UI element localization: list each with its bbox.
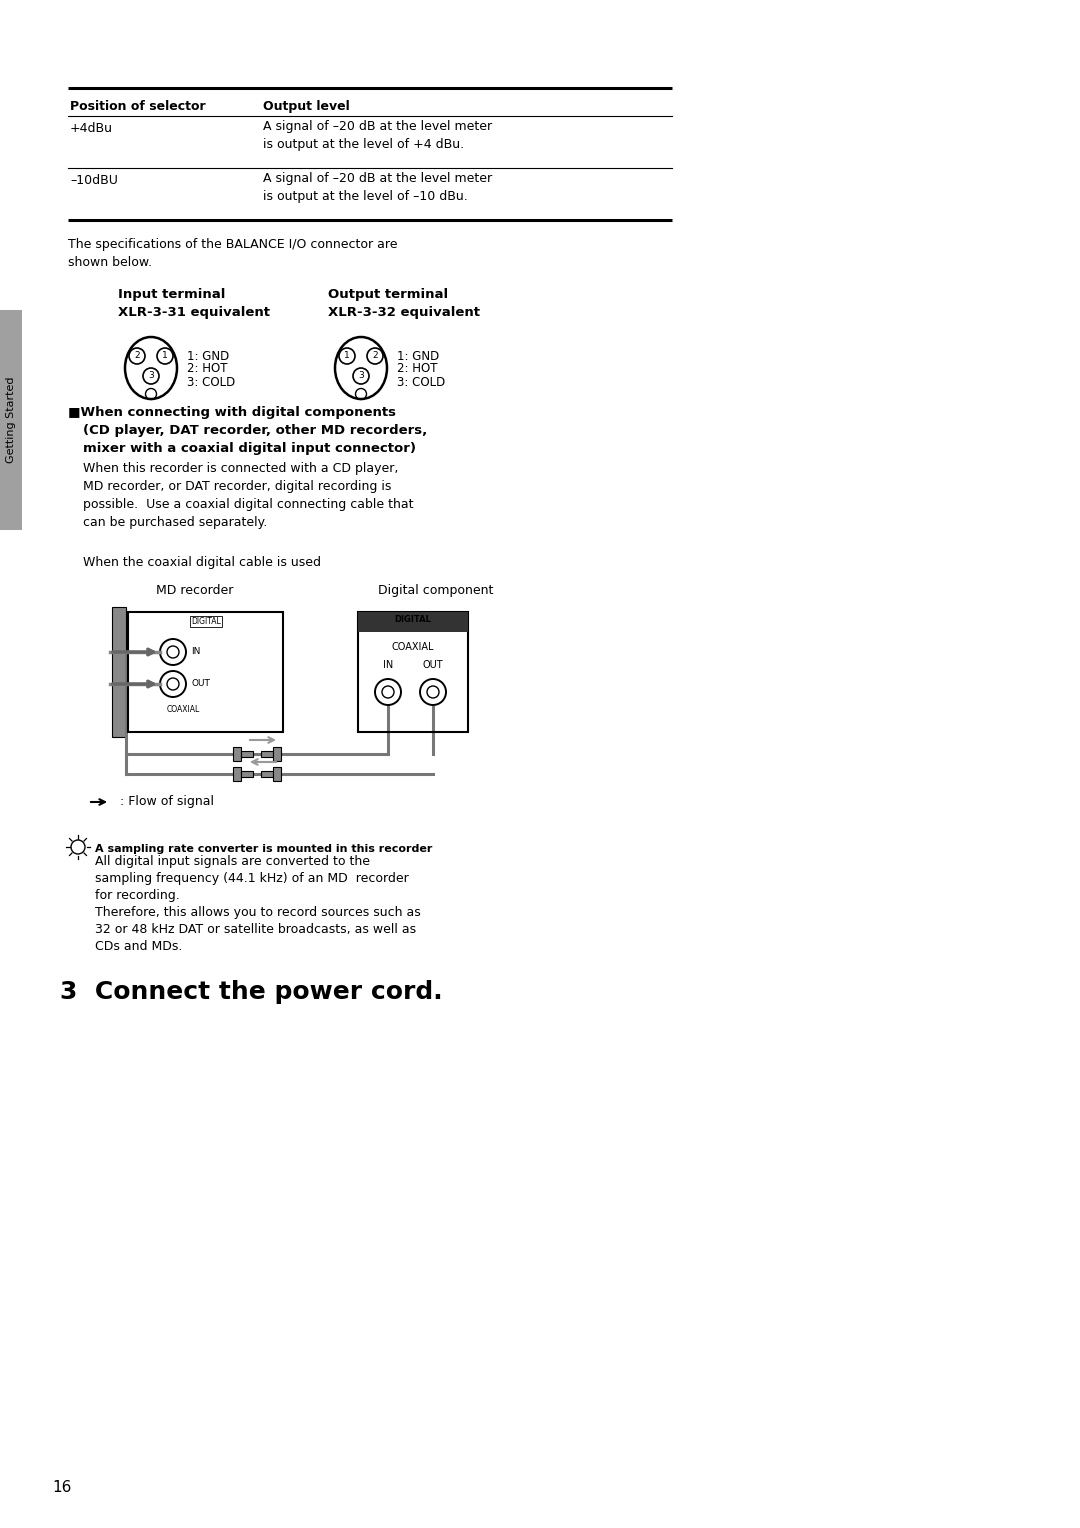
Text: Digital component: Digital component xyxy=(378,584,494,597)
Text: OUT: OUT xyxy=(422,660,443,669)
Text: 32 or 48 kHz DAT or satellite broadcasts, as well as: 32 or 48 kHz DAT or satellite broadcasts… xyxy=(95,923,416,937)
Text: possible.  Use a coaxial digital connecting cable that: possible. Use a coaxial digital connecti… xyxy=(83,498,414,510)
Text: 3: COLD: 3: COLD xyxy=(187,376,235,388)
Text: shown below.: shown below. xyxy=(68,257,152,269)
Text: MD recorder, or DAT recorder, digital recording is: MD recorder, or DAT recorder, digital re… xyxy=(83,480,391,494)
Text: Output level: Output level xyxy=(264,99,350,113)
Text: IN: IN xyxy=(191,648,201,657)
Text: 1: 1 xyxy=(162,351,167,361)
Text: The specifications of the BALANCE I/O connector are: The specifications of the BALANCE I/O co… xyxy=(68,238,397,251)
Text: IN: IN xyxy=(383,660,393,669)
Text: MD recorder: MD recorder xyxy=(156,584,233,597)
Text: COAXIAL: COAXIAL xyxy=(166,704,200,714)
Bar xyxy=(241,772,253,778)
Text: 2: HOT: 2: HOT xyxy=(397,362,437,374)
Bar xyxy=(233,767,241,781)
Text: XLR-3-32 equivalent: XLR-3-32 equivalent xyxy=(328,306,480,319)
Text: 3: COLD: 3: COLD xyxy=(397,376,445,388)
Bar xyxy=(241,750,253,756)
Text: XLR-3-31 equivalent: XLR-3-31 equivalent xyxy=(118,306,270,319)
Text: COAXIAL: COAXIAL xyxy=(392,642,434,652)
Text: 3: 3 xyxy=(359,371,364,380)
Bar xyxy=(129,613,283,732)
Text: A signal of –20 dB at the level meter: A signal of –20 dB at the level meter xyxy=(264,173,492,185)
Text: 2: 2 xyxy=(134,351,139,361)
Text: 1: GND: 1: GND xyxy=(397,350,440,362)
Text: Output terminal: Output terminal xyxy=(328,287,448,301)
Text: Position of selector: Position of selector xyxy=(70,99,205,113)
Text: CDs and MDs.: CDs and MDs. xyxy=(95,940,183,953)
Text: can be purchased separately.: can be purchased separately. xyxy=(83,516,267,529)
Text: is output at the level of –10 dBu.: is output at the level of –10 dBu. xyxy=(264,189,468,203)
Text: Getting Started: Getting Started xyxy=(6,377,16,463)
Text: mixer with a coaxial digital input connector): mixer with a coaxial digital input conne… xyxy=(83,442,416,455)
Bar xyxy=(261,772,273,778)
Text: When this recorder is connected with a CD player,: When this recorder is connected with a C… xyxy=(83,461,399,475)
Text: (CD player, DAT recorder, other MD recorders,: (CD player, DAT recorder, other MD recor… xyxy=(83,423,428,437)
Bar xyxy=(233,747,241,761)
Text: –10dBU: –10dBU xyxy=(70,174,118,186)
Bar xyxy=(273,767,281,781)
Text: All digital input signals are converted to the: All digital input signals are converted … xyxy=(95,856,370,868)
Text: : Flow of signal: : Flow of signal xyxy=(116,796,214,808)
Text: 1: GND: 1: GND xyxy=(187,350,229,362)
Text: A sampling rate converter is mounted in this recorder: A sampling rate converter is mounted in … xyxy=(95,843,432,854)
Text: Therefore, this allows you to record sources such as: Therefore, this allows you to record sou… xyxy=(95,906,421,918)
Text: ■When connecting with digital components: ■When connecting with digital components xyxy=(68,406,396,419)
Text: for recording.: for recording. xyxy=(95,889,179,902)
Text: 3: 3 xyxy=(148,371,153,380)
Text: 2: HOT: 2: HOT xyxy=(187,362,228,374)
Text: +4dBu: +4dBu xyxy=(70,122,113,134)
Bar xyxy=(0,310,22,530)
Text: 3  Connect the power cord.: 3 Connect the power cord. xyxy=(60,979,443,1004)
Text: OUT: OUT xyxy=(191,680,210,689)
Text: DIGITAL: DIGITAL xyxy=(191,617,221,626)
Bar xyxy=(273,747,281,761)
Text: sampling frequency (44.1 kHz) of an MD  recorder: sampling frequency (44.1 kHz) of an MD r… xyxy=(95,872,408,885)
Bar xyxy=(357,613,468,732)
Bar xyxy=(357,613,468,633)
Bar xyxy=(112,607,126,736)
Text: is output at the level of +4 dBu.: is output at the level of +4 dBu. xyxy=(264,138,464,151)
Text: 2: 2 xyxy=(373,351,378,361)
Bar xyxy=(261,750,273,756)
Text: A signal of –20 dB at the level meter: A signal of –20 dB at the level meter xyxy=(264,121,492,133)
Text: When the coaxial digital cable is used: When the coaxial digital cable is used xyxy=(83,556,321,568)
Text: DIGITAL: DIGITAL xyxy=(394,614,431,623)
Text: 16: 16 xyxy=(52,1481,71,1494)
Text: Input terminal: Input terminal xyxy=(118,287,226,301)
Text: 1: 1 xyxy=(345,351,350,361)
